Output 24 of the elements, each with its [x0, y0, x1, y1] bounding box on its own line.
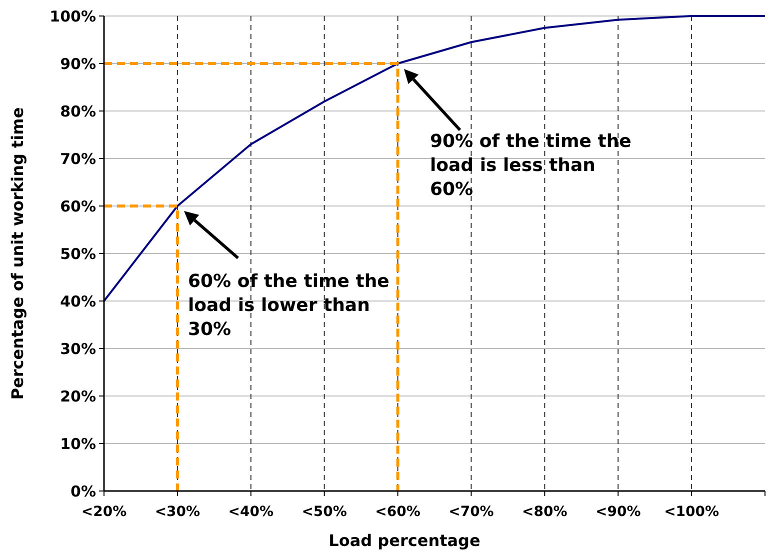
x-tick-label: <50% — [302, 504, 347, 520]
y-tick-label: 20% — [60, 387, 96, 406]
x-tick-label: <30% — [154, 504, 200, 520]
x-tick-label: <90% — [595, 504, 641, 520]
y-tick-label: 10% — [60, 434, 96, 453]
annotation: 90% of the time the load is less than 60% — [430, 131, 632, 200]
y-tick-label: 40% — [60, 292, 96, 310]
y-tick-label: 0% — [70, 482, 96, 500]
y-tick-label: 100% — [50, 7, 96, 26]
x-axis-title: Load percentage — [328, 531, 480, 550]
y-tick-label: 70% — [60, 150, 96, 168]
y-tick-label: 30% — [60, 340, 96, 358]
y-tick-label: 50% — [60, 244, 96, 263]
annotation: 60% of the time the load is lower than 30% — [188, 271, 390, 340]
x-tick-label: <20% — [81, 504, 127, 520]
y-tick-label: 80% — [60, 102, 96, 120]
x-tick-label: <80% — [522, 504, 568, 520]
y-tick-label: 60% — [60, 197, 96, 216]
x-tick-label: <70% — [448, 504, 494, 520]
x-tick-label: <40% — [228, 504, 274, 520]
y-axis-title: Percentage of unit working time — [8, 107, 27, 400]
y-tick-label: 90% — [60, 54, 96, 73]
x-tick-label: <100% — [664, 504, 720, 520]
x-tick-label: <60% — [375, 504, 420, 520]
